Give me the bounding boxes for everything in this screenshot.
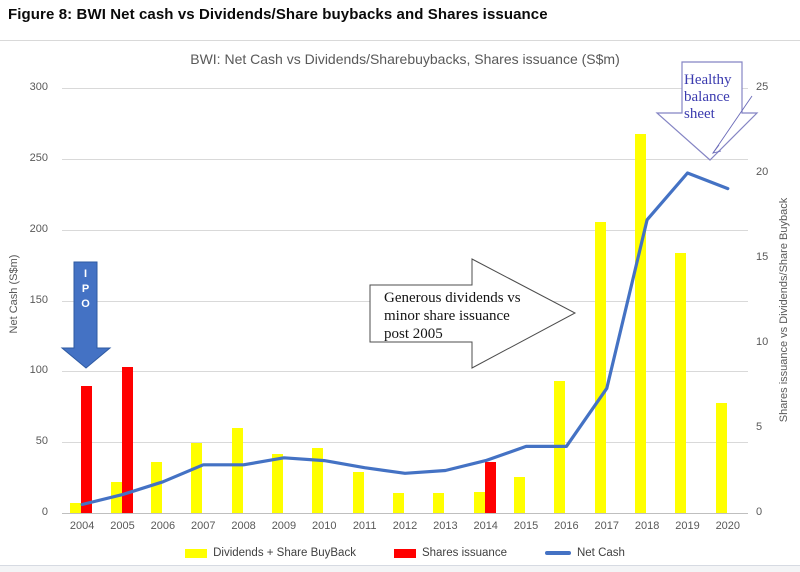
- x-label-2020: 2020: [715, 520, 741, 532]
- bar-shares-issuance-2005: [121, 366, 133, 513]
- left-tick-50: 50: [35, 435, 48, 448]
- bar-dividends-share-buyback-2013: [433, 492, 445, 513]
- bar-dividends-share-buyback-2008: [231, 428, 243, 513]
- generous-annotation-text: Generous dividends vs minor share issuan…: [384, 290, 521, 342]
- left-tick-250: 250: [29, 151, 48, 164]
- x-label-2009: 2009: [271, 520, 297, 532]
- healthy-leader-arrowhead: [711, 144, 722, 154]
- x-label-2017: 2017: [594, 520, 619, 532]
- legend-item-shares-issuance: Shares issuance: [393, 547, 507, 559]
- bar-dividends-share-buyback-2017: [594, 222, 606, 513]
- right-tick-10: 10: [756, 336, 769, 348]
- healthy-annotation-text: Healthy balance sheet: [684, 72, 732, 122]
- x-label-2007: 2007: [190, 520, 216, 532]
- bar-dividends-share-buyback-2010: [312, 448, 324, 513]
- x-label-2014: 2014: [473, 520, 498, 532]
- x-label-2006: 2006: [150, 520, 176, 532]
- gridline-250: [62, 158, 748, 160]
- legend-item-dividends-share-buyback: Dividends + Share BuyBack: [185, 547, 356, 559]
- x-label-2016: 2016: [554, 520, 579, 532]
- x-label-2015: 2015: [513, 520, 539, 532]
- bar-shares-issuance-2004: [81, 385, 93, 513]
- x-axis-line: [62, 513, 748, 514]
- left-tick-200: 200: [29, 222, 48, 235]
- left-tick-100: 100: [29, 364, 48, 377]
- title-divider: [0, 40, 800, 41]
- left-tick-0: 0: [41, 506, 48, 518]
- bar-dividends-share-buyback-2019: [675, 252, 687, 513]
- left-tick-150: 150: [29, 293, 48, 306]
- x-label-2012: 2012: [392, 520, 418, 532]
- legend-label: Shares issuance: [421, 547, 507, 559]
- bar-dividends-share-buyback-2012: [393, 492, 404, 513]
- x-label-2018: 2018: [634, 520, 660, 532]
- figure-title: Figure 8: BWI Net cash vs Dividends/Shar…: [8, 6, 548, 23]
- left-axis-title: Net Cash (S$m): [8, 254, 20, 334]
- x-label-2008: 2008: [231, 520, 256, 532]
- right-tick-15: 15: [756, 251, 769, 263]
- legend-label: Net Cash: [576, 547, 625, 559]
- x-label-2004: 2004: [69, 520, 95, 532]
- x-label-2011: 2011: [352, 520, 377, 532]
- x-label-2013: 2013: [433, 520, 458, 532]
- bar-dividends-share-buyback-2005: [110, 482, 122, 513]
- right-axis-title: Shares issuance vs Dividends/Share Buyba…: [778, 197, 790, 423]
- right-tick-5: 5: [756, 421, 763, 433]
- chart-title: BWI: Net Cash vs Dividends/Sharebuybacks…: [190, 51, 620, 67]
- bar-dividends-share-buyback-2011: [352, 472, 364, 513]
- bar-dividends-share-buyback-2018: [635, 133, 647, 513]
- right-tick-20: 20: [756, 166, 769, 178]
- bar-shares-issuance-2014: [484, 462, 496, 513]
- bar-dividends-share-buyback-2006: [150, 462, 162, 513]
- bar-dividends-share-buyback-2014: [473, 491, 485, 513]
- legend: Dividends + Share BuyBack Shares issuance…: [62, 544, 748, 562]
- bar-dividends-share-buyback-2016: [554, 381, 566, 513]
- bar-dividends-share-buyback-2015: [514, 477, 526, 513]
- legend-swatch-bar: [185, 548, 208, 558]
- gridline-300: [62, 88, 748, 89]
- bar-dividends-share-buyback-2020: [715, 402, 727, 513]
- x-label-2019: 2019: [675, 520, 700, 532]
- right-tick-25: 25: [756, 81, 769, 93]
- ipo-label: I P O: [81, 268, 90, 310]
- left-tick-300: 300: [29, 81, 48, 93]
- bar-dividends-share-buyback-2009: [271, 453, 283, 513]
- legend-item-net-cash: Net Cash: [544, 547, 625, 559]
- bar-dividends-share-buyback-2004: [70, 502, 82, 513]
- legend-label: Dividends + Share BuyBack: [213, 547, 356, 559]
- x-label-2010: 2010: [312, 520, 337, 532]
- bar-dividends-share-buyback-2007: [191, 443, 203, 513]
- right-tick-0: 0: [756, 506, 763, 518]
- x-label-2005: 2005: [110, 520, 135, 532]
- bottom-strip: [0, 565, 800, 572]
- legend-swatch-bar: [393, 548, 416, 558]
- legend-swatch-line: [544, 551, 571, 555]
